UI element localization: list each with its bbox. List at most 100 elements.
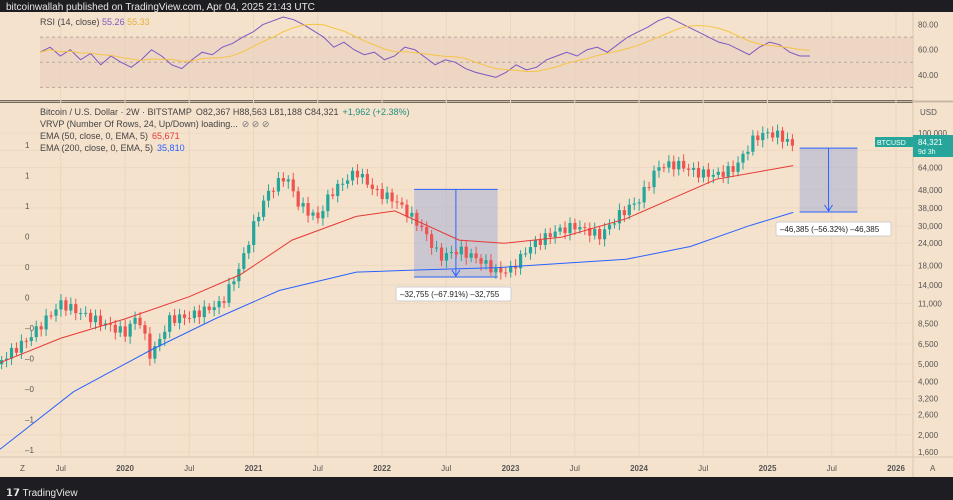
left-scale: 1 1 1 0 0 0 –0 –0 –0 –1 –1: [25, 141, 34, 455]
price-tick: 5,000: [918, 360, 939, 369]
candlestick-series: [0, 124, 795, 370]
candle-body: [19, 340, 24, 353]
measure-tools[interactable]: –32,755 (–67.91%) –32,755 –46,385 (–56.32…: [395, 147, 892, 302]
candle-body: [721, 171, 725, 177]
candle-body: [390, 192, 394, 202]
candle-body: [187, 317, 192, 319]
rsi-tick: 40.00: [918, 71, 939, 80]
time-tick: Jul: [570, 464, 580, 473]
measure-label-bg: [775, 221, 892, 237]
ema200-label: EMA (200, close, 0, EMA, 5): [40, 143, 154, 153]
time-tick: Jul: [441, 464, 451, 473]
candle-body: [89, 312, 93, 323]
candle-body: [360, 173, 365, 178]
measure-label-bg: [395, 286, 512, 302]
candle-body: [153, 346, 157, 359]
tradingview-footer: 𝟭𝟳 TradingView: [6, 488, 78, 499]
price-tick: 1,600: [918, 448, 939, 457]
ema50-value: 65,671: [152, 131, 180, 141]
candle-body: [449, 251, 453, 254]
candle-body: [687, 168, 691, 170]
publish-header: bitcoinwallah published on TradingView.c…: [6, 2, 315, 13]
left-tick: –0: [25, 355, 34, 364]
candle-body: [261, 200, 266, 217]
candle-body: [64, 300, 68, 311]
price-tick: 2,000: [918, 431, 939, 440]
corner-left: Z: [20, 464, 25, 473]
time-axis[interactable]: Jul 2020 Jul 2021 Jul 2022 Jul 2023 Jul 2024 Jul 20…: [56, 464, 906, 473]
price-tick: 6,500: [918, 340, 939, 349]
left-tick: 0: [25, 233, 30, 242]
time-tick: 2025: [759, 464, 777, 473]
candle-body: [395, 201, 399, 203]
measure-label: –46,385 (–56.32%) –46,385: [780, 225, 880, 234]
candle-body: [785, 139, 790, 142]
candle-body: [563, 227, 567, 234]
candle-body: [177, 314, 182, 323]
measure-label: –32,755 (–67.91%) –32,755: [400, 290, 500, 299]
candle-body: [434, 247, 439, 249]
candle-body: [617, 210, 622, 224]
change-value: +1,962 (+2.38%): [342, 107, 410, 117]
chart-canvas[interactable]: 80.00 60.00 40.00 –32,755 (–67.91%) –32,75…: [0, 12, 953, 488]
candle-body: [148, 333, 152, 359]
candle-body: [790, 139, 795, 146]
candle-body: [123, 326, 127, 337]
candle-body: [346, 180, 350, 184]
candle-body: [672, 161, 676, 170]
left-tick: –1: [25, 416, 34, 425]
currency-label: USD: [920, 108, 937, 117]
rsi-legend: RSI (14, close) 55.26 55.33: [40, 17, 150, 27]
candle-body: [731, 166, 735, 172]
candle-body: [98, 315, 103, 326]
candle-body: [533, 239, 538, 248]
candle-body: [69, 304, 73, 311]
candle-body: [227, 284, 231, 303]
time-tick: 2020: [116, 464, 134, 473]
candle-body: [370, 184, 374, 189]
candle-body: [173, 315, 177, 323]
candle-body: [509, 265, 513, 273]
eye-icon[interactable]: ⊘ ⊘ ⊘: [241, 119, 270, 129]
price-tick: 14,000: [918, 281, 943, 290]
footer-logo-text: TradingView: [22, 488, 78, 499]
candle-body: [528, 247, 533, 254]
ema200-value: 35,810: [157, 143, 185, 153]
candle-body: [192, 310, 196, 319]
candle-body: [207, 306, 211, 311]
candle-body: [54, 309, 58, 316]
left-tick: 1: [25, 172, 30, 181]
price-tag-value: 84,321: [918, 138, 943, 147]
candle-body: [301, 203, 305, 207]
candle-body: [113, 324, 117, 333]
candle-body: [9, 347, 14, 359]
candle-body: [637, 202, 641, 204]
candle-body: [593, 228, 597, 236]
price-tag: BTCUSD 84,321 9d 3h: [875, 135, 953, 157]
candle-body: [518, 253, 523, 269]
candle-body: [336, 183, 340, 196]
ema-line: [0, 165, 794, 364]
candle-body: [573, 222, 577, 230]
candle-body: [647, 186, 651, 188]
candle-body: [667, 161, 671, 168]
candle-body: [93, 315, 98, 323]
candle-body: [276, 178, 281, 192]
ema-lines: [0, 165, 794, 450]
candle-body: [504, 272, 508, 274]
candle-body: [657, 167, 661, 171]
price-tick: 18,000: [918, 261, 943, 270]
price-panel-bg: [0, 103, 913, 457]
left-tick: 0: [25, 294, 30, 303]
time-axis-bg: [0, 457, 913, 477]
candle-body: [410, 212, 414, 217]
candle-body: [365, 173, 369, 185]
candle-body: [632, 203, 636, 205]
price-tick: 30,000: [918, 222, 943, 231]
candle-body: [163, 331, 167, 339]
candle-body: [79, 312, 83, 314]
candle-body: [459, 246, 463, 255]
rsi-ma-value: 55.33: [127, 17, 150, 27]
candle-body: [108, 323, 112, 325]
candle-body: [489, 260, 493, 273]
